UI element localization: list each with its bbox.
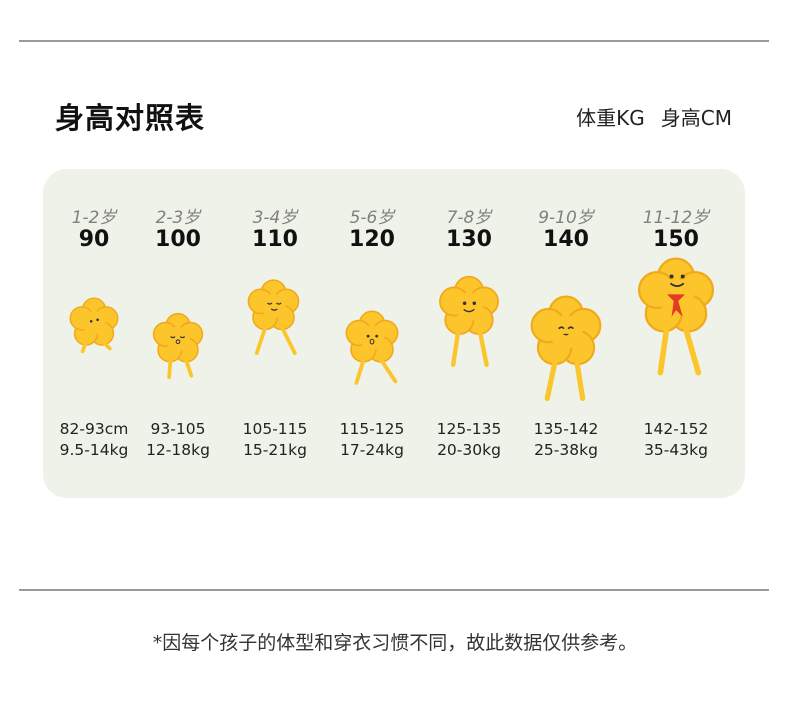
- red-scarf-icon: [667, 294, 685, 317]
- flower-mascot-icon: [345, 310, 399, 385]
- unit-legend: 体重KG 身高CM: [576, 102, 732, 131]
- page-title: 身高对照表: [55, 101, 206, 135]
- flower-mascot-icon: [247, 279, 300, 355]
- bottom-divider: [19, 589, 769, 591]
- height-range: 82-93cm: [59, 420, 129, 438]
- weight-range: 25-38kg: [534, 441, 598, 459]
- age-label: 3-4岁: [252, 208, 298, 228]
- size-label: 100: [155, 227, 201, 252]
- weight-range: 12-18kg: [146, 441, 210, 459]
- top-divider: [19, 40, 769, 42]
- age-label: 2-3岁: [155, 208, 201, 228]
- height-range: 93-105: [150, 420, 206, 438]
- height-range: 105-115: [242, 420, 308, 438]
- flower-mascot-icon: [530, 295, 602, 401]
- size-label: 130: [446, 227, 492, 252]
- weight-range: 15-21kg: [243, 441, 307, 459]
- size-label: 110: [252, 227, 298, 252]
- height-range: 115-125: [339, 420, 405, 438]
- age-label: 5-6岁: [349, 208, 395, 228]
- weight-range: 35-43kg: [644, 441, 708, 459]
- age-label: 11-12岁: [642, 208, 710, 228]
- weight-unit-label: 体重KG: [576, 106, 645, 130]
- size-label: 150: [653, 227, 699, 252]
- size-label: 140: [543, 227, 589, 252]
- height-range: 135-142: [533, 420, 599, 438]
- age-label: 9-10岁: [538, 208, 594, 228]
- flower-mascot-icon: [637, 257, 715, 376]
- height-range: 125-135: [436, 420, 502, 438]
- age-label: 7-8岁: [446, 208, 492, 228]
- disclaimer-note: *因每个孩子的体型和穿衣习惯不同，故此数据仅供参考。: [152, 632, 638, 654]
- flower-mascot-icon: [152, 312, 204, 380]
- weight-range: 17-24kg: [340, 441, 404, 459]
- age-label: 1-2岁: [71, 208, 117, 228]
- size-chart-panel: 1-2岁 90 82-93cm 9.5-14kg 2-3岁 100: [43, 169, 745, 498]
- weight-range: 20-30kg: [437, 441, 501, 459]
- size-label: 120: [349, 227, 395, 252]
- flower-mascot-icon: [439, 275, 499, 367]
- weight-range: 9.5-14kg: [59, 441, 129, 459]
- height-unit-label: 身高CM: [660, 106, 732, 130]
- height-range: 142-152: [643, 420, 709, 438]
- flower-mascot-icon: [69, 297, 119, 354]
- size-label: 90: [78, 227, 110, 252]
